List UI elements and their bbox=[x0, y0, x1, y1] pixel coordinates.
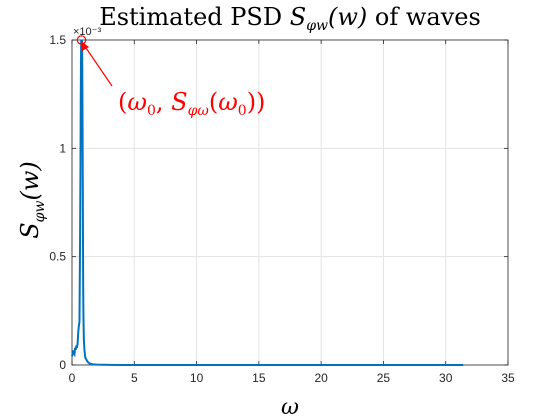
y-tick-label: 1 bbox=[59, 141, 66, 155]
y-axis-label: Sφw(w) bbox=[16, 161, 48, 239]
y-tick-label: 1.5 bbox=[49, 33, 66, 47]
x-tick-label: 30 bbox=[439, 371, 453, 385]
x-tick-label: 10 bbox=[190, 371, 204, 385]
peak-annotation: (ω0, Sφω(ω0)) bbox=[118, 88, 265, 119]
x-tick-label: 20 bbox=[314, 371, 328, 385]
x-tick-label: 25 bbox=[377, 371, 391, 385]
series-line bbox=[71, 39, 464, 366]
chart-title: Estimated PSD Sφw(w) of waves bbox=[99, 3, 481, 34]
annotation-arrow bbox=[81, 41, 113, 87]
y-tick-label: 0 bbox=[59, 358, 66, 372]
x-tick-label: 35 bbox=[501, 371, 515, 385]
y-exponent-label: ×10⁻³ bbox=[73, 26, 101, 38]
x-tick-label: 15 bbox=[252, 371, 266, 385]
y-tick-labels: 0 0.5 1 1.5 bbox=[49, 33, 66, 372]
x-tick-label: 0 bbox=[69, 371, 76, 385]
y-tick-label: 0.5 bbox=[49, 250, 66, 264]
x-tick-labels: 0 5 10 15 20 25 30 35 bbox=[69, 371, 515, 385]
x-tick-label: 5 bbox=[131, 371, 138, 385]
x-axis-label: ω bbox=[281, 395, 299, 420]
